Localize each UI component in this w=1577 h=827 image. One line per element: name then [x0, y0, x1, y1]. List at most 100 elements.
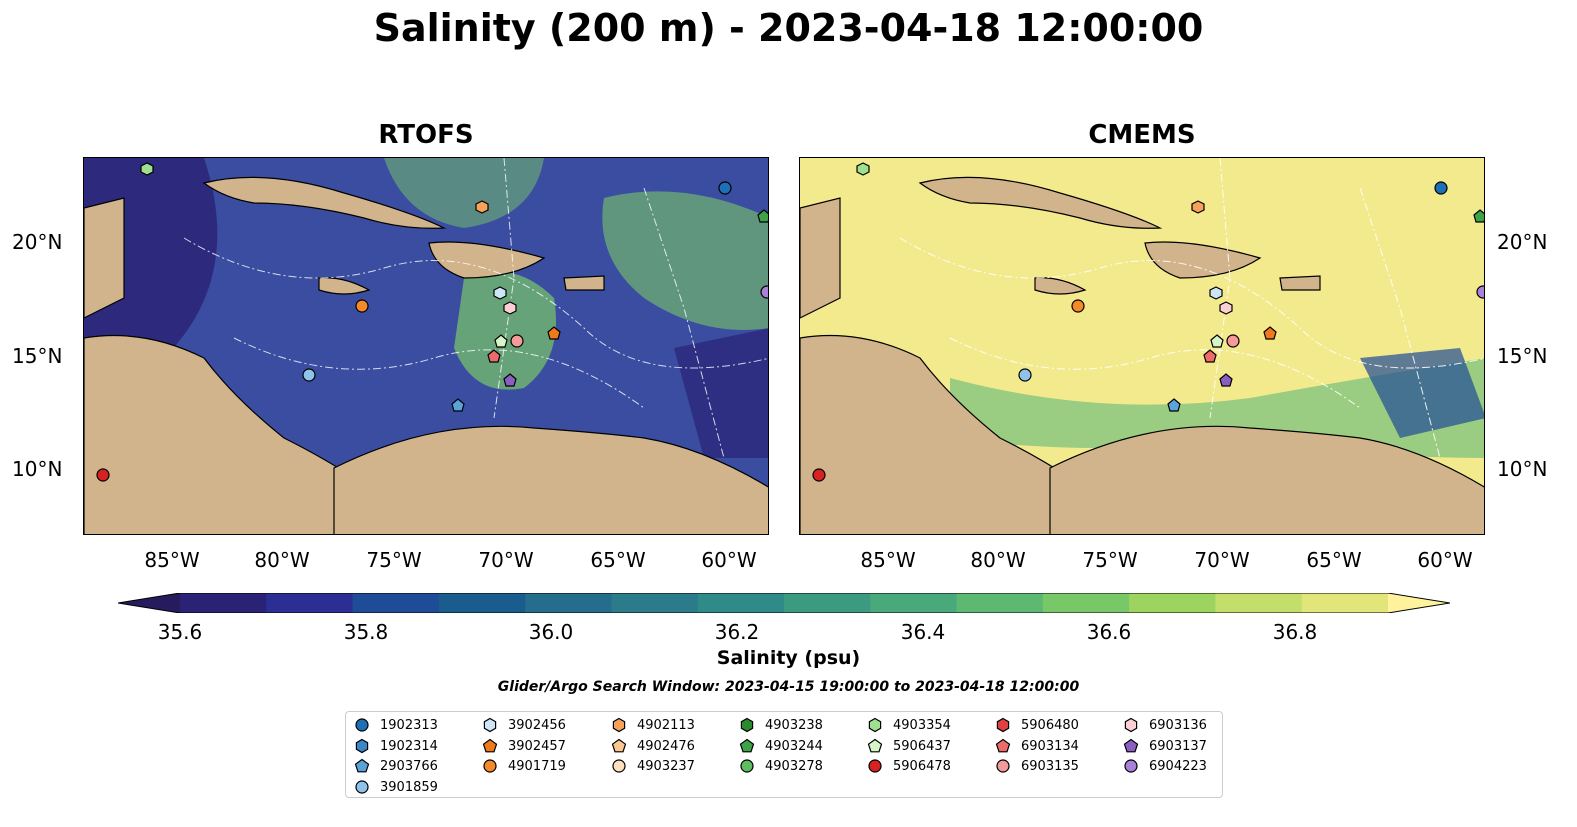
legend-item: 6904223 [1123, 756, 1207, 776]
lon-label-left: 60°W [701, 548, 757, 572]
legend-label: 6903135 [1021, 758, 1079, 774]
legend-item: 5906480 [995, 715, 1079, 735]
lon-label-right: 75°W [1082, 548, 1138, 572]
circle-marker-icon [612, 759, 626, 773]
lon-label-right: 85°W [860, 548, 916, 572]
legend-label: 3902456 [508, 717, 566, 733]
salinity-patch [950, 358, 1484, 458]
lon-label-left: 85°W [144, 548, 200, 572]
legend-label: 5906480 [1021, 717, 1079, 733]
circle-marker-icon [740, 759, 754, 773]
colorbar-svg [117, 592, 1451, 614]
legend-item: 4903278 [739, 756, 823, 776]
colorbar-under-arrow [118, 593, 180, 613]
legend-item: 3902456 [482, 715, 566, 735]
lat-label-left: 10°N [12, 457, 63, 481]
lat-label-left: 15°N [12, 344, 63, 368]
pentagon-marker-icon [482, 738, 498, 753]
colorbar-over-arrow [1388, 593, 1450, 613]
legend-item: 4903354 [867, 715, 951, 735]
salinity-patch [1360, 348, 1484, 438]
bathymetry-contours [183, 158, 768, 459]
legend-item: 4903237 [611, 756, 695, 776]
hexagon-marker-icon [868, 717, 882, 733]
colorbar-bin [1215, 593, 1303, 613]
legend: 1902313 1902314 2903766 3901859 3902456 39024… [345, 711, 1223, 798]
colorbar-bin [525, 593, 612, 613]
map-cmems[interactable] [799, 157, 1485, 535]
colorbar-tick: 35.6 [157, 620, 203, 644]
pentagon-marker-icon [1123, 738, 1139, 753]
float-markers [96, 162, 768, 482]
pentagon-marker-icon [611, 738, 627, 753]
colorbar-bin [956, 593, 1044, 613]
map-rtofs[interactable] [83, 157, 769, 535]
colorbar-tick: 35.8 [343, 620, 389, 644]
colorbar-bin [611, 593, 699, 613]
colorbar-bin [1129, 593, 1216, 613]
circle-marker-icon [483, 759, 497, 773]
lon-label-right: 65°W [1306, 548, 1362, 572]
lon-label-right: 80°W [970, 548, 1026, 572]
pentagon-marker-icon [354, 758, 370, 773]
legend-item: 4902476 [611, 736, 695, 756]
circle-marker-icon [868, 759, 882, 773]
hexagon-marker-icon [1124, 717, 1138, 733]
lon-label-right: 70°W [1194, 548, 1250, 572]
landmass [800, 176, 1484, 534]
legend-label: 5906478 [893, 758, 951, 774]
salinity-patch [384, 158, 544, 228]
colorbar-tick: 36.2 [714, 620, 760, 644]
legend-label: 6903137 [1149, 738, 1207, 754]
panel-title-cmems: CMEMS [1088, 120, 1196, 150]
hexagon-marker-icon [740, 717, 754, 733]
legend-label: 6903136 [1149, 717, 1207, 733]
colorbar-bin [266, 593, 354, 613]
colorbar-bin [1042, 593, 1130, 613]
bathymetry-contours [899, 158, 1484, 459]
colorbar-bin [438, 593, 526, 613]
colorbar-tick: 36.6 [1086, 620, 1132, 644]
lon-label-right: 60°W [1417, 548, 1473, 572]
legend-label: 6903134 [1021, 738, 1079, 754]
search-window-text: Glider/Argo Search Window: 2023-04-15 19… [497, 679, 1080, 695]
legend-item: 3901859 [354, 777, 438, 797]
legend-item: 5906478 [867, 756, 951, 776]
legend-item: 5906437 [867, 736, 951, 756]
legend-item: 4903238 [739, 715, 823, 735]
legend-label: 4901719 [508, 758, 566, 774]
legend-item: 1902314 [354, 736, 438, 756]
legend-item: 4901719 [482, 756, 566, 776]
colorbar-bin [784, 593, 871, 613]
legend-label: 6904223 [1149, 758, 1207, 774]
pentagon-marker-icon [739, 738, 755, 753]
legend-item: 3902457 [482, 736, 566, 756]
hexagon-marker-icon [483, 717, 497, 733]
landmass [84, 176, 768, 534]
figure-title: Salinity (200 m) - 2023-04-18 12:00:00 [373, 6, 1204, 50]
circle-marker-icon [1124, 759, 1138, 773]
colorbar-tick: 36.4 [900, 620, 946, 644]
lon-label-left: 65°W [590, 548, 646, 572]
lat-label-right: 10°N [1497, 457, 1548, 481]
hexagon-marker-icon [612, 717, 626, 733]
colorbar-tick: 36.0 [528, 620, 574, 644]
legend-label: 1902313 [380, 717, 438, 733]
low-salinity-region [674, 328, 768, 458]
lon-label-left: 75°W [366, 548, 422, 572]
legend-item: 6903135 [995, 756, 1079, 776]
lon-label-left: 80°W [254, 548, 310, 572]
colorbar-bin [1301, 593, 1389, 613]
colorbar-tick: 36.8 [1272, 620, 1318, 644]
pentagon-marker-icon [867, 738, 883, 753]
salinity-patch [602, 191, 768, 330]
legend-label: 3902457 [508, 738, 566, 754]
lat-label-right: 20°N [1497, 230, 1548, 254]
legend-label: 4902113 [637, 717, 695, 733]
circle-marker-icon [996, 759, 1010, 773]
circle-marker-icon [355, 780, 369, 794]
legend-label: 2903766 [380, 758, 438, 774]
legend-item: 4902113 [611, 715, 695, 735]
colorbar [117, 592, 1451, 614]
legend-item: 1902313 [354, 715, 438, 735]
